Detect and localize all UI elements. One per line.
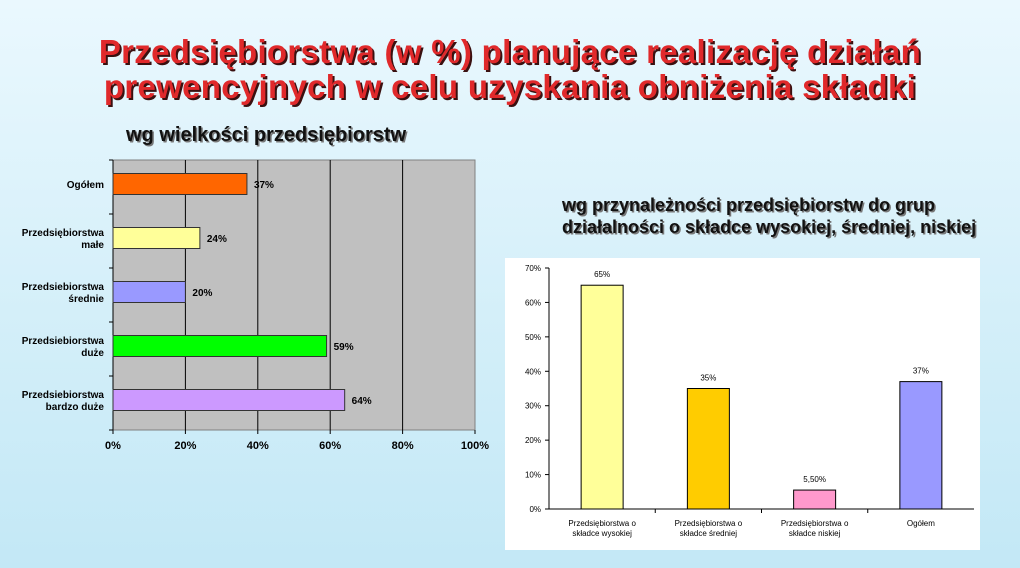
category-label: Przedsiebiorstwa (22, 390, 105, 401)
bar-value-label: 35% (700, 374, 716, 383)
x-tick-label: 100% (461, 440, 489, 452)
bar (686, 388, 730, 510)
category-label: składce średniej (680, 529, 738, 538)
bar (112, 335, 328, 357)
y-tick-label: 50% (525, 333, 541, 342)
page-title-line-1: Przedsiębiorstwa (w %) planujące realiza… (98, 33, 922, 70)
category-label: Przedsiebiorstwa (22, 336, 105, 347)
size-horizontal-bar-chart: 0% 20% 40% 60% 80% 100% 37% Ogółem 24% Przedsiębi… (22, 159, 489, 452)
bar (112, 227, 201, 249)
bar-value-label: 20% (192, 288, 212, 299)
bar-value-label: 24% (207, 234, 227, 245)
y-tick-label: 60% (525, 298, 541, 307)
category-label: Ogółem (907, 519, 935, 528)
y-tick-label: 70% (525, 264, 541, 273)
category-label: Przedsiębiorstwa o (675, 519, 743, 528)
bar (112, 281, 186, 303)
bar-value-label: 65% (594, 270, 610, 279)
left-chart-subtitle: wg wielkości przedsiębiorstw (126, 124, 407, 146)
x-tick-label: 80% (392, 440, 414, 452)
bar-value-label: 37% (913, 367, 929, 376)
bar (580, 284, 624, 510)
category-label: Przedsiebiorstwa (22, 282, 105, 293)
category-label: Ogółem (67, 180, 104, 191)
bar (899, 381, 943, 510)
bar-value-label: 64% (352, 396, 372, 407)
page-title: Przedsiębiorstwa (w %) planujące realiza… (0, 34, 1020, 104)
category-label: składce wysokiej (572, 529, 632, 538)
bar (112, 389, 346, 411)
x-tick-label: 40% (247, 440, 269, 452)
category-label: Przedsiębiorstwa o (568, 519, 636, 528)
category-label: składce niskiej (789, 529, 841, 538)
x-tick-label: 60% (319, 440, 341, 452)
category-label: bardzo duże (46, 402, 105, 413)
category-label: Przedsiębiorstwa o (781, 519, 849, 528)
x-tick-label: 0% (105, 440, 121, 452)
y-tick-label: 10% (525, 471, 541, 480)
category-label: Przedsiębiorstwa (22, 228, 105, 239)
y-tick-label: 20% (525, 436, 541, 445)
page-title-line-2: prewencyjnych w celu uzyskania obniżenia… (103, 68, 917, 105)
category-label: duże (81, 348, 104, 359)
category-label: małe (81, 240, 104, 251)
y-tick-label: 40% (525, 367, 541, 376)
right-chart-subtitle: wg przynależności przedsiębiorstw do gru… (562, 195, 977, 237)
group-vertical-bar-chart: 0% 10% 20% 30% 40% 50% 60% 70% 65% Przedsiębiorst… (505, 258, 980, 550)
bar (793, 489, 837, 510)
bar (112, 173, 248, 195)
category-label: średnie (68, 294, 104, 305)
x-tick-label: 20% (174, 440, 196, 452)
bar-value-label: 37% (254, 180, 274, 191)
y-tick-label: 30% (525, 402, 541, 411)
y-tick-label: 0% (529, 505, 541, 514)
bar-value-label: 5,50% (803, 475, 826, 484)
bar-value-label: 59% (334, 342, 354, 353)
